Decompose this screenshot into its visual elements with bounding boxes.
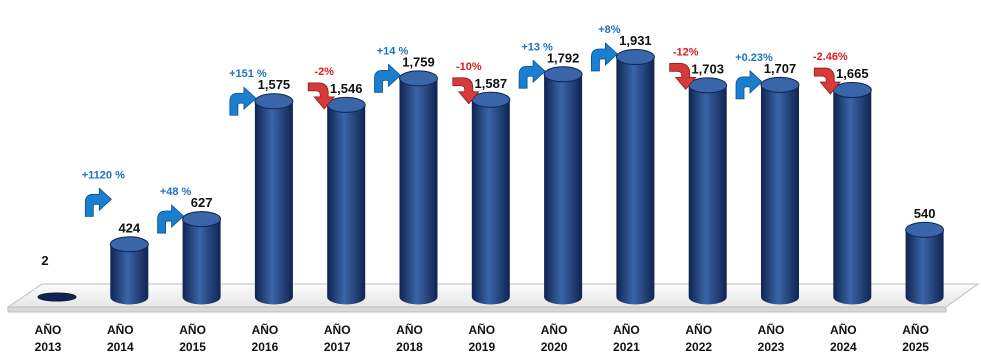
x-tick-label-word-2019: AÑO [468, 322, 495, 337]
chart-floor-edge [7, 306, 947, 313]
bar-top-2019 [471, 91, 511, 108]
x-tick-label-year-2018: 2018 [396, 340, 423, 354]
x-tick-label-word-2025: AÑO [902, 322, 929, 337]
change-label-2017: -2% [314, 66, 334, 78]
x-tick-label-word-2021: AÑO [613, 322, 640, 337]
value-label-2019: 1,587 [475, 76, 508, 91]
value-label-2014: 424 [118, 220, 140, 235]
bar-top-2014 [109, 236, 149, 253]
bar-top-2025 [905, 221, 945, 238]
bar-top-2018 [399, 70, 438, 87]
change-label-2022: -12% [673, 46, 699, 58]
bar-2022 [688, 85, 727, 305]
x-tick-label-year-2023: 2023 [758, 340, 785, 354]
up-arrow-2023 [735, 69, 763, 100]
value-label-2023: 1,707 [764, 61, 797, 76]
bar-top-2023 [760, 76, 800, 93]
bar-top-2017 [326, 96, 366, 113]
x-tick-label-year-2021: 2021 [613, 340, 640, 354]
x-tick-label-word-2022: AÑO [685, 322, 712, 337]
up-arrow-2020 [518, 59, 546, 89]
bar-top-2024 [832, 82, 872, 99]
x-tick-label-word-2015: AÑO [179, 322, 206, 337]
up-arrow-2014 [84, 187, 112, 217]
x-tick-label-word-2014: AÑO [107, 322, 134, 337]
value-label-2013: 2 [41, 253, 48, 268]
x-tick-label-year-2022: 2022 [685, 340, 712, 354]
value-label-2021: 1,931 [619, 33, 652, 48]
change-label-2014: +1120 % [82, 169, 125, 181]
up-arrow-2021 [591, 42, 618, 72]
x-tick-label-year-2017: 2017 [324, 340, 351, 354]
x-tick-label-year-2020: 2020 [541, 340, 568, 354]
x-tick-label-word-2017: AÑO [324, 322, 351, 337]
x-tick-label-word-2016: AÑO [252, 322, 279, 337]
x-tick-label-word-2024: AÑO [830, 322, 857, 337]
x-tick-label-word-2018: AÑO [396, 322, 423, 337]
x-tick-label-year-2025: 2025 [902, 340, 929, 354]
down-arrow-2024 [813, 67, 842, 95]
bar-top-2021 [615, 49, 655, 65]
bar-2013 [37, 292, 77, 302]
bar-top-2015 [182, 211, 222, 228]
down-arrow-2017 [307, 82, 336, 110]
up-arrow-2015 [157, 204, 185, 234]
bar-top-2020 [543, 66, 583, 83]
up-arrow-2018 [374, 63, 402, 93]
bar-2023 [761, 84, 799, 305]
value-label-2022: 1,703 [691, 61, 724, 76]
change-label-2020: +13 % [521, 41, 553, 53]
bar-2019 [471, 99, 510, 305]
x-tick-label-word-2020: AÑO [541, 322, 568, 337]
up-arrow-2016 [229, 86, 257, 116]
down-arrow-2019 [452, 77, 480, 105]
value-label-2024: 1,665 [836, 66, 869, 81]
value-label-2018: 1,759 [402, 54, 435, 69]
value-label-2016: 1,575 [258, 77, 291, 92]
change-label-2019: -10% [456, 61, 482, 73]
value-label-2017: 1,546 [330, 81, 363, 96]
value-label-2025: 540 [914, 206, 936, 221]
x-tick-label-year-2014: 2014 [107, 340, 134, 354]
bar-2020 [544, 74, 583, 305]
value-label-2020: 1,792 [547, 50, 580, 65]
x-tick-label-year-2013: 2013 [35, 340, 62, 354]
x-tick-label-year-2019: 2019 [468, 340, 495, 354]
x-tick-label-year-2015: 2015 [179, 340, 206, 354]
change-label-2015: +48 % [160, 186, 192, 198]
x-tick-label-word-2013: AÑO [35, 322, 62, 337]
bar-top-2022 [688, 77, 728, 94]
bar-2017 [327, 104, 366, 305]
bar-2018 [399, 78, 438, 305]
bar-2025 [905, 229, 944, 305]
change-label-2024: -2.46% [813, 51, 848, 63]
bar-top-2016 [254, 93, 294, 110]
change-label-2023: +0.23% [735, 52, 773, 64]
change-label-2016: +151 % [229, 68, 267, 80]
x-tick-label-year-2016: 2016 [252, 340, 279, 354]
bar-2016 [254, 101, 293, 305]
x-tick-label-year-2024: 2024 [830, 340, 857, 354]
change-label-2018: +14 % [377, 45, 409, 57]
x-tick-label-word-2023: AÑO [758, 322, 785, 337]
change-label-2021: +8% [598, 24, 621, 36]
bar-2015 [182, 219, 221, 305]
down-arrow-2022 [669, 62, 697, 90]
bar-2021 [616, 57, 655, 305]
bar-2024 [833, 90, 872, 305]
value-label-2015: 627 [191, 195, 213, 210]
bar-2014 [110, 244, 149, 305]
